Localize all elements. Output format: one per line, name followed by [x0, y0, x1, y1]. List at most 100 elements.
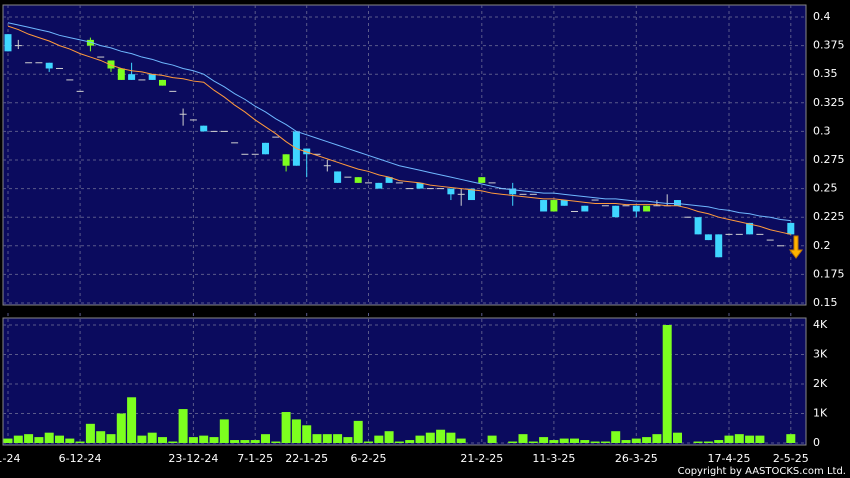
volume-bar — [291, 419, 301, 443]
volume-bar — [230, 440, 240, 443]
candle-body — [447, 188, 455, 195]
candle-body — [478, 177, 486, 183]
volume-bar — [611, 431, 621, 443]
candle-body — [612, 205, 620, 218]
y-tick-label: 0.35 — [813, 67, 838, 80]
volume-bar — [364, 441, 373, 443]
volume-bar — [333, 434, 343, 443]
volume-bar — [96, 431, 106, 443]
volume-bar — [199, 435, 209, 443]
moving-average-line — [7, 22, 791, 222]
volume-bar — [570, 438, 579, 443]
volume-bar — [106, 434, 116, 443]
x-tick-label: 2-5-25 — [773, 452, 809, 465]
volume-bar — [786, 434, 796, 443]
candle-body — [385, 177, 393, 183]
price-panel — [2, 4, 807, 306]
volume-bar — [353, 420, 363, 443]
y-tick-label: 4K — [813, 318, 828, 331]
y-tick-label: 1K — [813, 407, 828, 420]
x-tick-label: 1-24 — [0, 452, 20, 465]
y-tick-label: 0.375 — [813, 39, 845, 52]
candle-body — [200, 125, 208, 132]
volume-bar — [436, 429, 446, 443]
volume-bar — [116, 413, 126, 443]
candle-body — [704, 234, 712, 241]
candle-body — [303, 148, 311, 155]
candle-body — [674, 200, 681, 206]
volume-bar — [24, 434, 34, 443]
copyright: Copyright by AASTOCKS.com Ltd. — [678, 466, 846, 477]
candle-body — [148, 74, 156, 80]
volume-bar — [127, 397, 137, 443]
volume-bar — [405, 440, 415, 443]
x-tick-label: 21-2-25 — [460, 452, 503, 465]
candle-body — [560, 200, 568, 206]
volume-bar — [250, 440, 260, 443]
y-tick-label: 2K — [813, 377, 828, 390]
candle-body — [694, 217, 702, 235]
volume-bar — [755, 435, 765, 443]
volume-bar — [559, 438, 569, 443]
y-tick-label: 3K — [813, 348, 828, 361]
candle-body — [715, 234, 723, 258]
x-tick-label: 6-12-24 — [59, 452, 102, 465]
volume-bar — [158, 437, 167, 443]
volume-bar — [673, 432, 682, 443]
candle-body — [107, 60, 115, 69]
x-tick-label: 17-4-25 — [708, 452, 751, 465]
volume-bar — [580, 440, 590, 443]
y-tick-label: 0.15 — [813, 296, 838, 309]
volume-bar — [456, 438, 466, 443]
volume-bar — [147, 432, 157, 443]
candle-body — [509, 188, 517, 195]
volume-bar — [631, 438, 641, 443]
candle-body — [86, 39, 94, 46]
x-tick-label: 7-1-25 — [237, 452, 273, 465]
candle-body — [550, 200, 558, 212]
volume-bar — [693, 441, 703, 443]
volume-bar — [55, 435, 64, 443]
arrow-icon — [789, 235, 803, 259]
x-tick-label: 22-1-25 — [285, 452, 328, 465]
volume-bar — [85, 423, 95, 443]
volume-bar — [65, 438, 75, 443]
volume-bar — [734, 434, 744, 443]
candle-body — [334, 171, 342, 183]
volume-bar — [312, 434, 322, 443]
candle-body — [746, 222, 754, 235]
y-tick-label: 0.4 — [813, 10, 831, 23]
candle-body — [540, 200, 548, 212]
volume-bar — [652, 434, 662, 443]
volume-bar — [271, 441, 281, 443]
y-tick-label: 0.2 — [813, 239, 831, 252]
y-tick-label: 0.225 — [813, 210, 845, 223]
volume-bar — [446, 432, 456, 443]
volume-bar — [642, 437, 652, 443]
x-tick-label: 6-2-25 — [351, 452, 387, 465]
candle-body — [262, 142, 269, 155]
candle-body — [581, 205, 589, 212]
x-tick-label: 26-3-25 — [615, 452, 658, 465]
volume-bar — [528, 441, 538, 443]
candle-body — [159, 79, 166, 86]
volume-bar — [34, 437, 44, 443]
y-tick-label: 0.275 — [813, 153, 845, 166]
volume-bar — [322, 434, 332, 443]
volume-bar — [3, 438, 13, 443]
volume-bar — [188, 437, 198, 443]
candle-body — [468, 188, 475, 201]
candle-body — [643, 205, 651, 212]
volume-bar — [662, 325, 672, 443]
volume-bar — [178, 409, 188, 443]
volume-bar — [724, 435, 734, 443]
volume-bar — [261, 434, 270, 443]
y-tick-label: 0.3 — [813, 124, 831, 137]
volume-bar — [394, 441, 404, 443]
x-tick-label: 11-3-25 — [532, 452, 575, 465]
volume-bar — [549, 440, 559, 443]
volume-bar — [621, 440, 631, 443]
candle-body — [128, 74, 136, 80]
volume-bar — [374, 435, 384, 443]
